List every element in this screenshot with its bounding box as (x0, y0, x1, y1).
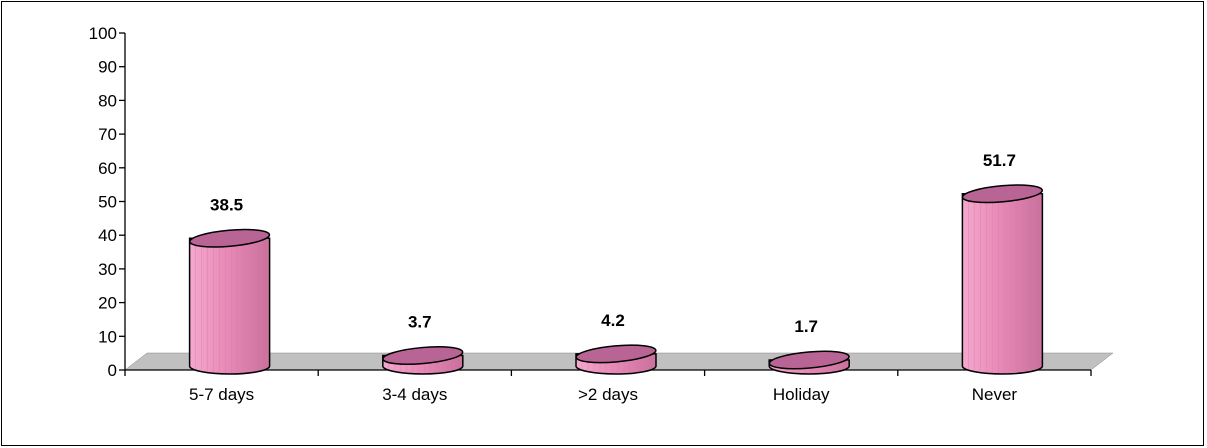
y-tick-label: 80 (98, 91, 117, 110)
bar-top (188, 228, 271, 248)
data-label: 3.7 (408, 313, 432, 332)
bar (768, 350, 850, 375)
y-tick-label: 90 (98, 58, 117, 77)
bar (961, 184, 1044, 375)
bar-top (961, 184, 1044, 204)
x-tick-label: >2 days (578, 385, 638, 404)
bar (188, 228, 271, 375)
y-tick-label: 0 (108, 361, 117, 380)
data-labels: 38.5 3.7 4.2 1.7 51.7 (210, 151, 1016, 336)
x-tick-label: 3-4 days (382, 385, 447, 404)
bar (575, 344, 657, 375)
y-tick-label: 100 (89, 24, 117, 43)
y-axis: 0 10 20 30 40 50 60 70 80 90 100 (89, 24, 126, 380)
y-tick-label: 40 (98, 226, 117, 245)
data-label: 38.5 (210, 195, 243, 214)
y-tick-label: 10 (98, 327, 117, 346)
y-tick-label: 70 (98, 125, 117, 144)
y-tick-label: 20 (98, 294, 117, 313)
data-label: 1.7 (794, 317, 818, 336)
y-tick-label: 60 (98, 159, 117, 178)
x-tick-label: Holiday (773, 385, 830, 404)
x-axis: 5-7 days 3-4 days >2 days Holiday Never (124, 369, 1092, 404)
data-label: 4.2 (601, 311, 625, 330)
data-label: 51.7 (983, 151, 1016, 170)
bar (382, 346, 464, 375)
x-tick-label: Never (972, 385, 1018, 404)
y-tick-label: 50 (98, 193, 117, 212)
bar-top (382, 346, 464, 365)
bar-top (768, 350, 850, 370)
bars (188, 184, 1044, 375)
x-tick-label: 5-7 days (189, 385, 254, 404)
bar-top (575, 344, 657, 364)
y-tick-label: 30 (98, 260, 117, 279)
